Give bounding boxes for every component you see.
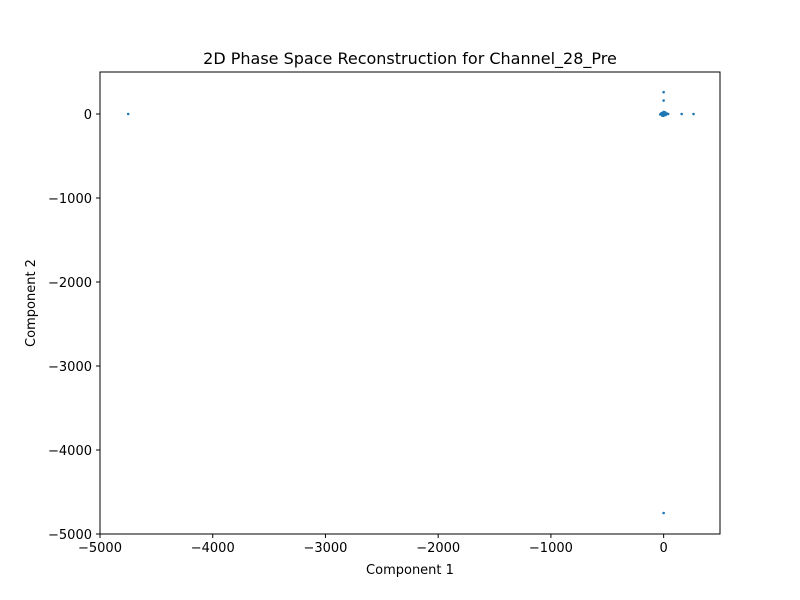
y-axis-ticks: −5000 −4000 −3000 −2000 −1000 0: [48, 108, 100, 543]
data-point: [660, 114, 664, 117]
y-tick-label: −2000: [48, 276, 92, 291]
data-point: [680, 112, 683, 116]
data-point: [664, 113, 667, 117]
y-tick-label: −3000: [48, 360, 92, 375]
data-point: [660, 111, 663, 115]
data-point: [663, 111, 667, 114]
x-tick-label: −3000: [303, 541, 347, 556]
data-point: [692, 112, 695, 116]
x-tick-label: 0: [659, 541, 667, 556]
x-tick-label: −2000: [416, 541, 460, 556]
data-point: [662, 511, 665, 515]
y-tick-label: −5000: [48, 528, 92, 543]
points-layer: [126, 90, 695, 515]
plot-frame: [99, 71, 721, 535]
x-tick-label: −4000: [191, 541, 235, 556]
data-point: [662, 99, 665, 102]
chart-title: 2D Phase Space Reconstruction for Channe…: [203, 49, 617, 69]
y-tick-label: 0: [84, 108, 92, 123]
x-tick-label: −1000: [529, 541, 573, 556]
x-axis-label: Component 1: [366, 563, 454, 578]
data-point: [662, 90, 665, 94]
y-axis-label: Component 2: [24, 259, 39, 347]
y-tick-label: −4000: [48, 444, 92, 459]
data-point: [126, 112, 130, 116]
data-point: [666, 112, 670, 116]
x-tick-label: −5000: [78, 541, 122, 556]
y-tick-label: −1000: [48, 192, 92, 207]
x-axis-ticks: −5000 −4000 −3000 −2000 −1000 0: [78, 534, 668, 556]
